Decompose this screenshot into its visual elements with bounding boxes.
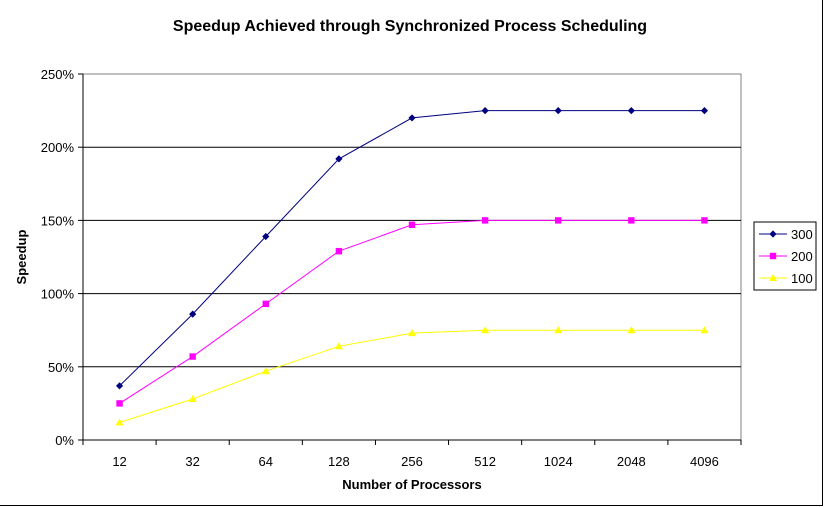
- x-tick-label: 1024: [544, 454, 573, 469]
- y-tick-label: 0%: [55, 433, 74, 448]
- data-point-100: [334, 342, 343, 350]
- legend: 300 200 100: [753, 221, 817, 291]
- x-tick-label: 64: [259, 454, 273, 469]
- data-point-300: [700, 107, 709, 115]
- legend-marker-200: [769, 252, 777, 260]
- data-point-100: [261, 367, 270, 375]
- legend-marker-300: [769, 230, 777, 238]
- x-tick-label: 12: [112, 454, 126, 469]
- data-point-100: [481, 326, 490, 334]
- y-tick-label: 100%: [41, 287, 75, 302]
- data-point-300: [408, 114, 416, 122]
- data-point-300: [262, 232, 270, 241]
- data-point-200: [262, 300, 269, 308]
- y-axis-title: Speedup: [14, 229, 29, 284]
- series-200: [116, 217, 708, 407]
- x-tick-label: 2048: [617, 454, 646, 469]
- data-point-200: [701, 217, 708, 224]
- x-tick-label: 32: [185, 454, 199, 469]
- y-tick-label: 150%: [41, 213, 75, 228]
- data-point-300: [554, 107, 562, 115]
- legend-label-100: 100: [791, 271, 813, 286]
- data-point-100: [700, 326, 709, 334]
- legend-label-300: 300: [791, 227, 813, 242]
- data-point-200: [116, 400, 123, 407]
- x-tick-label: 4096: [690, 454, 719, 469]
- data-point-100: [115, 418, 124, 426]
- data-point-300: [115, 382, 124, 390]
- series-100: [115, 326, 709, 426]
- x-axis-title: Number of Processors: [342, 477, 481, 492]
- data-point-100: [554, 326, 563, 334]
- legend-marker-100: [769, 274, 777, 281]
- x-tick-label: 256: [401, 454, 423, 469]
- data-point-100: [188, 395, 197, 403]
- data-point-300: [481, 107, 489, 115]
- gridlines: [83, 146, 741, 368]
- y-axis-ticks: 0% 50% 100% 150% 200% 250%: [41, 67, 84, 448]
- y-tick-label: 200%: [41, 140, 75, 155]
- x-tick-label: 512: [474, 454, 496, 469]
- data-point-200: [408, 221, 416, 228]
- plot-area: [82, 73, 742, 441]
- data-point-200: [481, 217, 489, 224]
- data-point-100: [408, 329, 416, 337]
- chart-title: Speedup Achieved through Synchronized Pr…: [173, 18, 647, 35]
- data-point-200: [335, 247, 343, 255]
- x-axis-ticks: 12 32 64 128 256 512 1024 2048 4096: [82, 439, 742, 469]
- data-point-200: [555, 217, 562, 224]
- legend-label-200: 200: [791, 249, 813, 264]
- data-point-300: [189, 310, 197, 318]
- data-point-300: [335, 155, 343, 163]
- series-group: [115, 107, 709, 426]
- series-300: [115, 107, 709, 390]
- data-point-100: [627, 326, 636, 334]
- data-point-200: [189, 353, 196, 360]
- y-tick-label: 50%: [48, 360, 74, 375]
- y-tick-label: 250%: [41, 67, 75, 82]
- data-point-200: [628, 217, 635, 224]
- data-point-300: [627, 107, 635, 115]
- x-tick-label: 128: [328, 454, 350, 469]
